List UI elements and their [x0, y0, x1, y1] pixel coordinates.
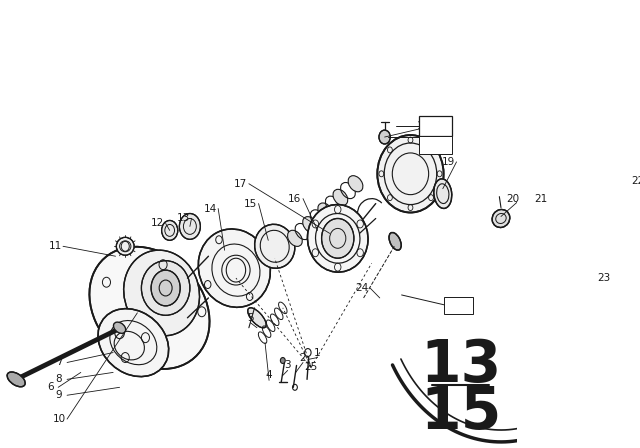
Text: 9: 9	[56, 390, 62, 400]
Text: 14: 14	[204, 203, 217, 214]
Text: 20: 20	[506, 194, 520, 204]
Text: 26: 26	[431, 140, 444, 150]
Text: 4: 4	[266, 370, 273, 380]
Ellipse shape	[602, 183, 609, 194]
Text: ■: ■	[447, 303, 453, 308]
Text: 24: 24	[355, 283, 369, 293]
Text: 16: 16	[288, 194, 301, 204]
Ellipse shape	[90, 247, 209, 369]
Text: 26: 26	[454, 301, 467, 311]
Text: 18: 18	[417, 121, 430, 131]
Circle shape	[162, 220, 178, 240]
Ellipse shape	[124, 250, 200, 336]
Ellipse shape	[492, 210, 510, 228]
Ellipse shape	[378, 135, 444, 212]
Text: 23: 23	[597, 273, 610, 283]
Ellipse shape	[248, 308, 266, 328]
Text: 19: 19	[442, 157, 455, 167]
Circle shape	[151, 270, 180, 306]
Text: 10: 10	[52, 414, 65, 424]
Text: 22: 22	[632, 176, 640, 186]
Text: 3: 3	[284, 361, 291, 370]
Text: 8: 8	[56, 375, 62, 384]
Ellipse shape	[116, 237, 134, 255]
Text: 7: 7	[56, 358, 62, 367]
Ellipse shape	[434, 179, 452, 208]
Ellipse shape	[318, 203, 333, 219]
FancyBboxPatch shape	[444, 297, 474, 314]
Ellipse shape	[527, 219, 540, 228]
Text: 1: 1	[314, 348, 321, 358]
Ellipse shape	[141, 261, 190, 315]
Ellipse shape	[7, 372, 25, 387]
Text: 13: 13	[420, 337, 501, 394]
FancyBboxPatch shape	[419, 136, 452, 154]
Ellipse shape	[524, 206, 543, 221]
Text: 12: 12	[151, 219, 164, 228]
Ellipse shape	[303, 217, 317, 233]
Ellipse shape	[98, 309, 169, 377]
Circle shape	[179, 214, 200, 239]
Ellipse shape	[113, 322, 125, 333]
Ellipse shape	[333, 190, 348, 206]
Text: 11: 11	[48, 241, 61, 251]
Circle shape	[280, 358, 285, 363]
Ellipse shape	[622, 178, 630, 185]
Text: 6: 6	[47, 382, 53, 392]
Ellipse shape	[527, 198, 540, 209]
Text: ■: ■	[422, 142, 429, 148]
Ellipse shape	[389, 233, 401, 250]
Text: 15: 15	[420, 383, 501, 441]
Text: 18: 18	[419, 121, 431, 131]
Text: 5: 5	[247, 313, 254, 323]
Ellipse shape	[198, 229, 270, 307]
Text: 13: 13	[177, 214, 190, 224]
Ellipse shape	[287, 230, 302, 246]
FancyBboxPatch shape	[419, 116, 452, 136]
Text: 15: 15	[244, 198, 257, 209]
Circle shape	[321, 219, 354, 258]
Ellipse shape	[611, 253, 625, 266]
Ellipse shape	[255, 224, 295, 268]
Ellipse shape	[307, 205, 368, 272]
Text: 17: 17	[234, 179, 248, 189]
Text: 21: 21	[535, 194, 548, 204]
Circle shape	[379, 130, 390, 144]
Text: 25: 25	[305, 362, 317, 372]
Text: 2: 2	[300, 353, 307, 362]
Ellipse shape	[348, 176, 363, 192]
